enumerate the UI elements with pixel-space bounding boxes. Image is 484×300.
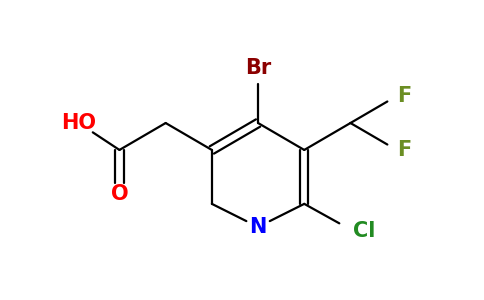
Text: Br: Br — [245, 58, 271, 78]
Text: Cl: Cl — [353, 221, 375, 241]
Text: F: F — [397, 86, 411, 106]
Text: F: F — [397, 140, 411, 160]
Text: N: N — [249, 217, 267, 237]
Text: HO: HO — [61, 113, 96, 133]
Text: O: O — [111, 184, 128, 204]
